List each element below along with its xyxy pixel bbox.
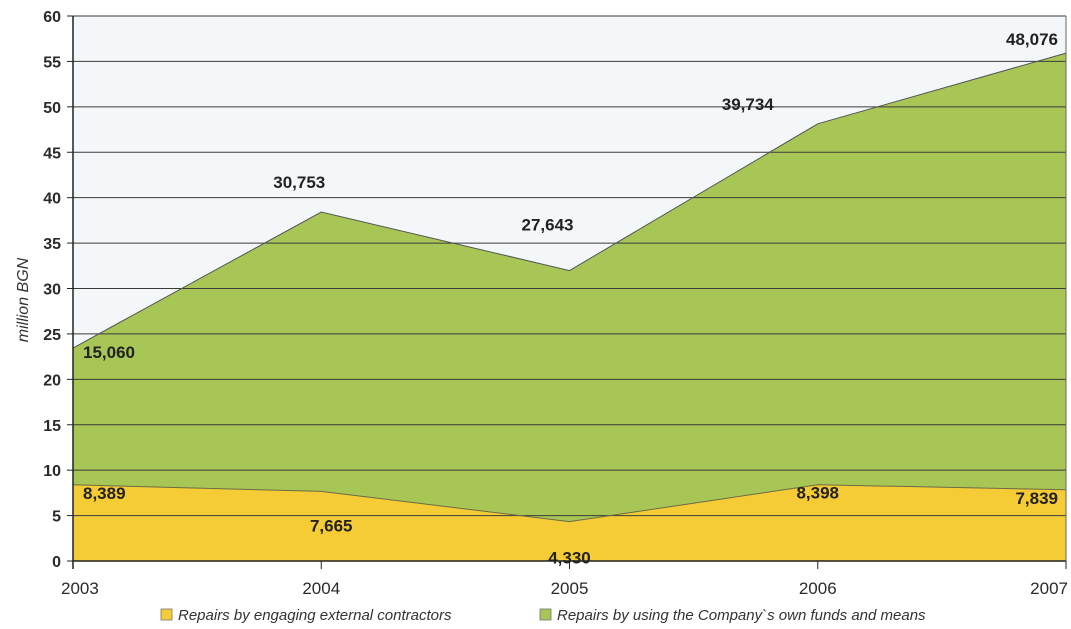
data-label-own-funds: 15,060 <box>83 343 135 362</box>
area-own-funds <box>73 53 1066 522</box>
series-line-own-funds <box>72 52 1067 349</box>
legend: Repairs by engaging external contractors… <box>160 607 926 624</box>
data-label-own-funds: 30,753 <box>273 173 325 192</box>
grid-layer <box>72 15 1067 523</box>
legend-label: Repairs by using the Company`s own funds… <box>557 607 926 624</box>
data-label-own-funds: 39,734 <box>722 95 775 114</box>
y-tick-label: 40 <box>43 191 61 208</box>
series-line-external-contractors <box>72 484 1067 523</box>
axis-layer: 0 5 10 15 20 25 30 35 40 45 50 55 60 2003 2004 2005 2006… <box>43 9 1068 598</box>
data-label-external-contractors: 7,665 <box>310 516 353 535</box>
data-label-own-funds: 27,643 <box>522 216 574 235</box>
x-tick-label: 2006 <box>799 579 837 598</box>
y-tick-label: 25 <box>43 327 61 344</box>
x-tick-label: 2004 <box>302 579 340 598</box>
y-tick-label: 30 <box>43 282 61 299</box>
legend-item-external-contractors: Repairs by engaging external contractors <box>160 607 452 624</box>
y-tick-label: 10 <box>43 463 61 480</box>
area-external-contractors <box>73 484 1066 561</box>
data-label-own-funds: 48,076 <box>1006 30 1058 49</box>
data-label-external-contractors: 8,398 <box>796 484 839 503</box>
data-label-external-contractors: 8,389 <box>83 484 126 503</box>
y-tick-label: 5 <box>52 509 61 526</box>
y-tick-label: 50 <box>43 100 61 117</box>
data-label-external-contractors: 4,330 <box>548 549 591 568</box>
y-tick-label: 60 <box>43 9 61 26</box>
y-tick-label: 0 <box>52 554 61 571</box>
data-labels-layer: 8,389 7,665 4,330 8,398 7,839 15,060 30,753 27,… <box>83 30 1058 568</box>
x-tick-label: 2007 <box>1030 579 1068 598</box>
data-label-external-contractors: 7,839 <box>1015 489 1058 508</box>
legend-label: Repairs by engaging external contractors <box>178 607 452 624</box>
y-tick-label: 55 <box>43 54 61 71</box>
x-tick-label: 2005 <box>551 579 589 598</box>
legend-item-own-funds: Repairs by using the Company`s own funds… <box>539 607 926 624</box>
legend-swatch <box>160 608 173 621</box>
x-tick-label: 2003 <box>61 579 99 598</box>
y-axis-title: million BGN <box>15 257 32 342</box>
y-tick-label: 15 <box>43 418 61 435</box>
y-tick-label: 20 <box>43 372 61 389</box>
y-tick-label: 45 <box>43 145 61 162</box>
legend-swatch <box>539 608 552 621</box>
y-tick-label: 35 <box>43 236 61 253</box>
